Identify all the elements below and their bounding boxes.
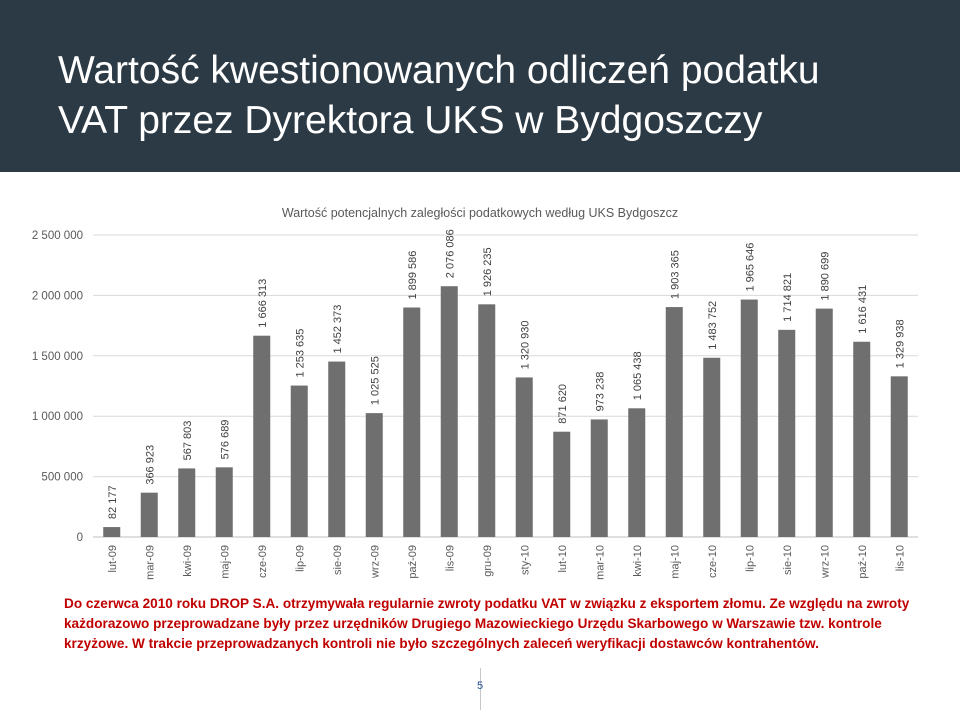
bar-maj-10	[665, 307, 683, 537]
bar-value-label: 1 452 373	[332, 305, 344, 354]
bar-value-label: 1 926 235	[482, 247, 494, 296]
bar-kwi-09	[178, 468, 196, 537]
x-tick-label: maj-10	[669, 545, 681, 579]
bar-cze-09	[253, 335, 271, 537]
y-tick-label: 500 000	[41, 472, 83, 484]
bar-paź-09	[403, 307, 421, 537]
bar-lut-10	[553, 431, 571, 537]
bar-sie-09	[328, 361, 346, 537]
bar-value-label: 1 065 438	[632, 351, 644, 400]
bar-value-label: 871 620	[557, 384, 569, 424]
bar-value-label: 1 965 646	[744, 243, 756, 292]
bar-lis-09	[440, 286, 458, 537]
slide-title-line-2: VAT przez Dyrektora UKS w Bydgoszczy	[58, 99, 763, 142]
bar-sie-10	[778, 329, 796, 537]
bar-cze-10	[703, 357, 721, 537]
x-tick-label: lip-10	[744, 545, 756, 572]
caption-text: Do czerwca 2010 roku DROP S.A. otrzymywa…	[64, 596, 910, 651]
bar-value-label: 82 177	[107, 485, 119, 519]
x-tick-label: wrz-10	[819, 545, 831, 579]
x-tick-label: paź-09	[407, 545, 419, 579]
bar-value-label: 2 076 086	[444, 229, 456, 278]
y-tick-label: 2 500 000	[32, 230, 83, 242]
x-tick-label: mar-09	[144, 545, 156, 580]
title-banner: Wartość kwestionowanych odliczeń podatku…	[0, 0, 960, 172]
chart-container: Wartość potencjalnych zaległości podatko…	[0, 195, 960, 590]
x-tick-label: lut-09	[107, 545, 119, 573]
y-tick-label: 2 000 000	[32, 290, 83, 302]
page-number: 5	[476, 680, 484, 692]
bar-lut-09	[103, 527, 121, 537]
x-tick-label: lip-09	[294, 545, 306, 572]
bar-value-label: 576 689	[219, 420, 231, 460]
bar-maj-09	[215, 467, 233, 537]
bar-value-label: 567 803	[182, 421, 194, 461]
bar-mar-09	[140, 492, 158, 537]
x-tick-label: lis-10	[894, 545, 906, 571]
bar-value-label: 1 666 313	[257, 279, 269, 328]
bar-value-label: 1 903 365	[669, 250, 681, 299]
x-tick-label: gru-09	[482, 545, 494, 577]
bar-value-label: 366 923	[144, 445, 156, 485]
x-tick-label: cze-10	[707, 545, 719, 578]
bar-sty-10	[515, 377, 533, 537]
bar-value-label: 1 329 938	[894, 319, 906, 368]
page-divider	[480, 668, 481, 710]
bar-value-label: 1 025 525	[369, 356, 381, 405]
y-tick-label: 1 500 000	[32, 351, 83, 363]
x-tick-label: lis-09	[444, 545, 456, 571]
bar-wrz-10	[815, 308, 833, 537]
x-tick-label: lut-10	[557, 545, 569, 573]
x-tick-label: sie-09	[332, 545, 344, 575]
bar-lip-09	[290, 385, 308, 537]
bar-value-label: 1 616 431	[857, 285, 869, 334]
slide-title: Wartość kwestionowanych odliczeń podatku…	[58, 46, 938, 146]
bar-value-label: 1 320 930	[519, 320, 531, 369]
x-tick-label: kwi-10	[632, 545, 644, 577]
bar-gru-09	[478, 304, 496, 537]
bar-lis-10	[890, 376, 908, 537]
x-tick-label: sty-10	[519, 545, 531, 575]
x-tick-label: mar-10	[594, 545, 606, 580]
x-tick-label: kwi-09	[182, 545, 194, 577]
bar-paź-10	[853, 341, 871, 537]
x-tick-label: cze-09	[257, 545, 269, 578]
bar-kwi-10	[628, 408, 646, 537]
bar-value-label: 1 714 821	[782, 273, 794, 322]
bar-mar-10	[590, 419, 608, 537]
y-tick-label: 1 000 000	[32, 411, 83, 423]
slide-title-line-1: Wartość kwestionowanych odliczeń podatku	[58, 49, 820, 92]
x-tick-label: sie-10	[782, 545, 794, 575]
bar-value-label: 973 238	[594, 372, 606, 412]
bar-value-label: 1 890 699	[819, 252, 831, 301]
x-tick-label: maj-09	[219, 545, 231, 579]
bar-chart: Wartość potencjalnych zaległości podatko…	[32, 206, 918, 580]
bar-wrz-09	[365, 413, 383, 537]
bar-value-label: 1 483 752	[707, 301, 719, 350]
x-tick-label: wrz-09	[369, 545, 381, 579]
x-tick-label: paź-10	[857, 545, 869, 579]
y-tick-label: 0	[77, 532, 83, 544]
bar-lip-10	[740, 299, 758, 537]
bar-value-label: 1 899 586	[407, 251, 419, 300]
chart-title: Wartość potencjalnych zaległości podatko…	[282, 206, 678, 220]
bar-value-label: 1 253 635	[294, 329, 306, 378]
